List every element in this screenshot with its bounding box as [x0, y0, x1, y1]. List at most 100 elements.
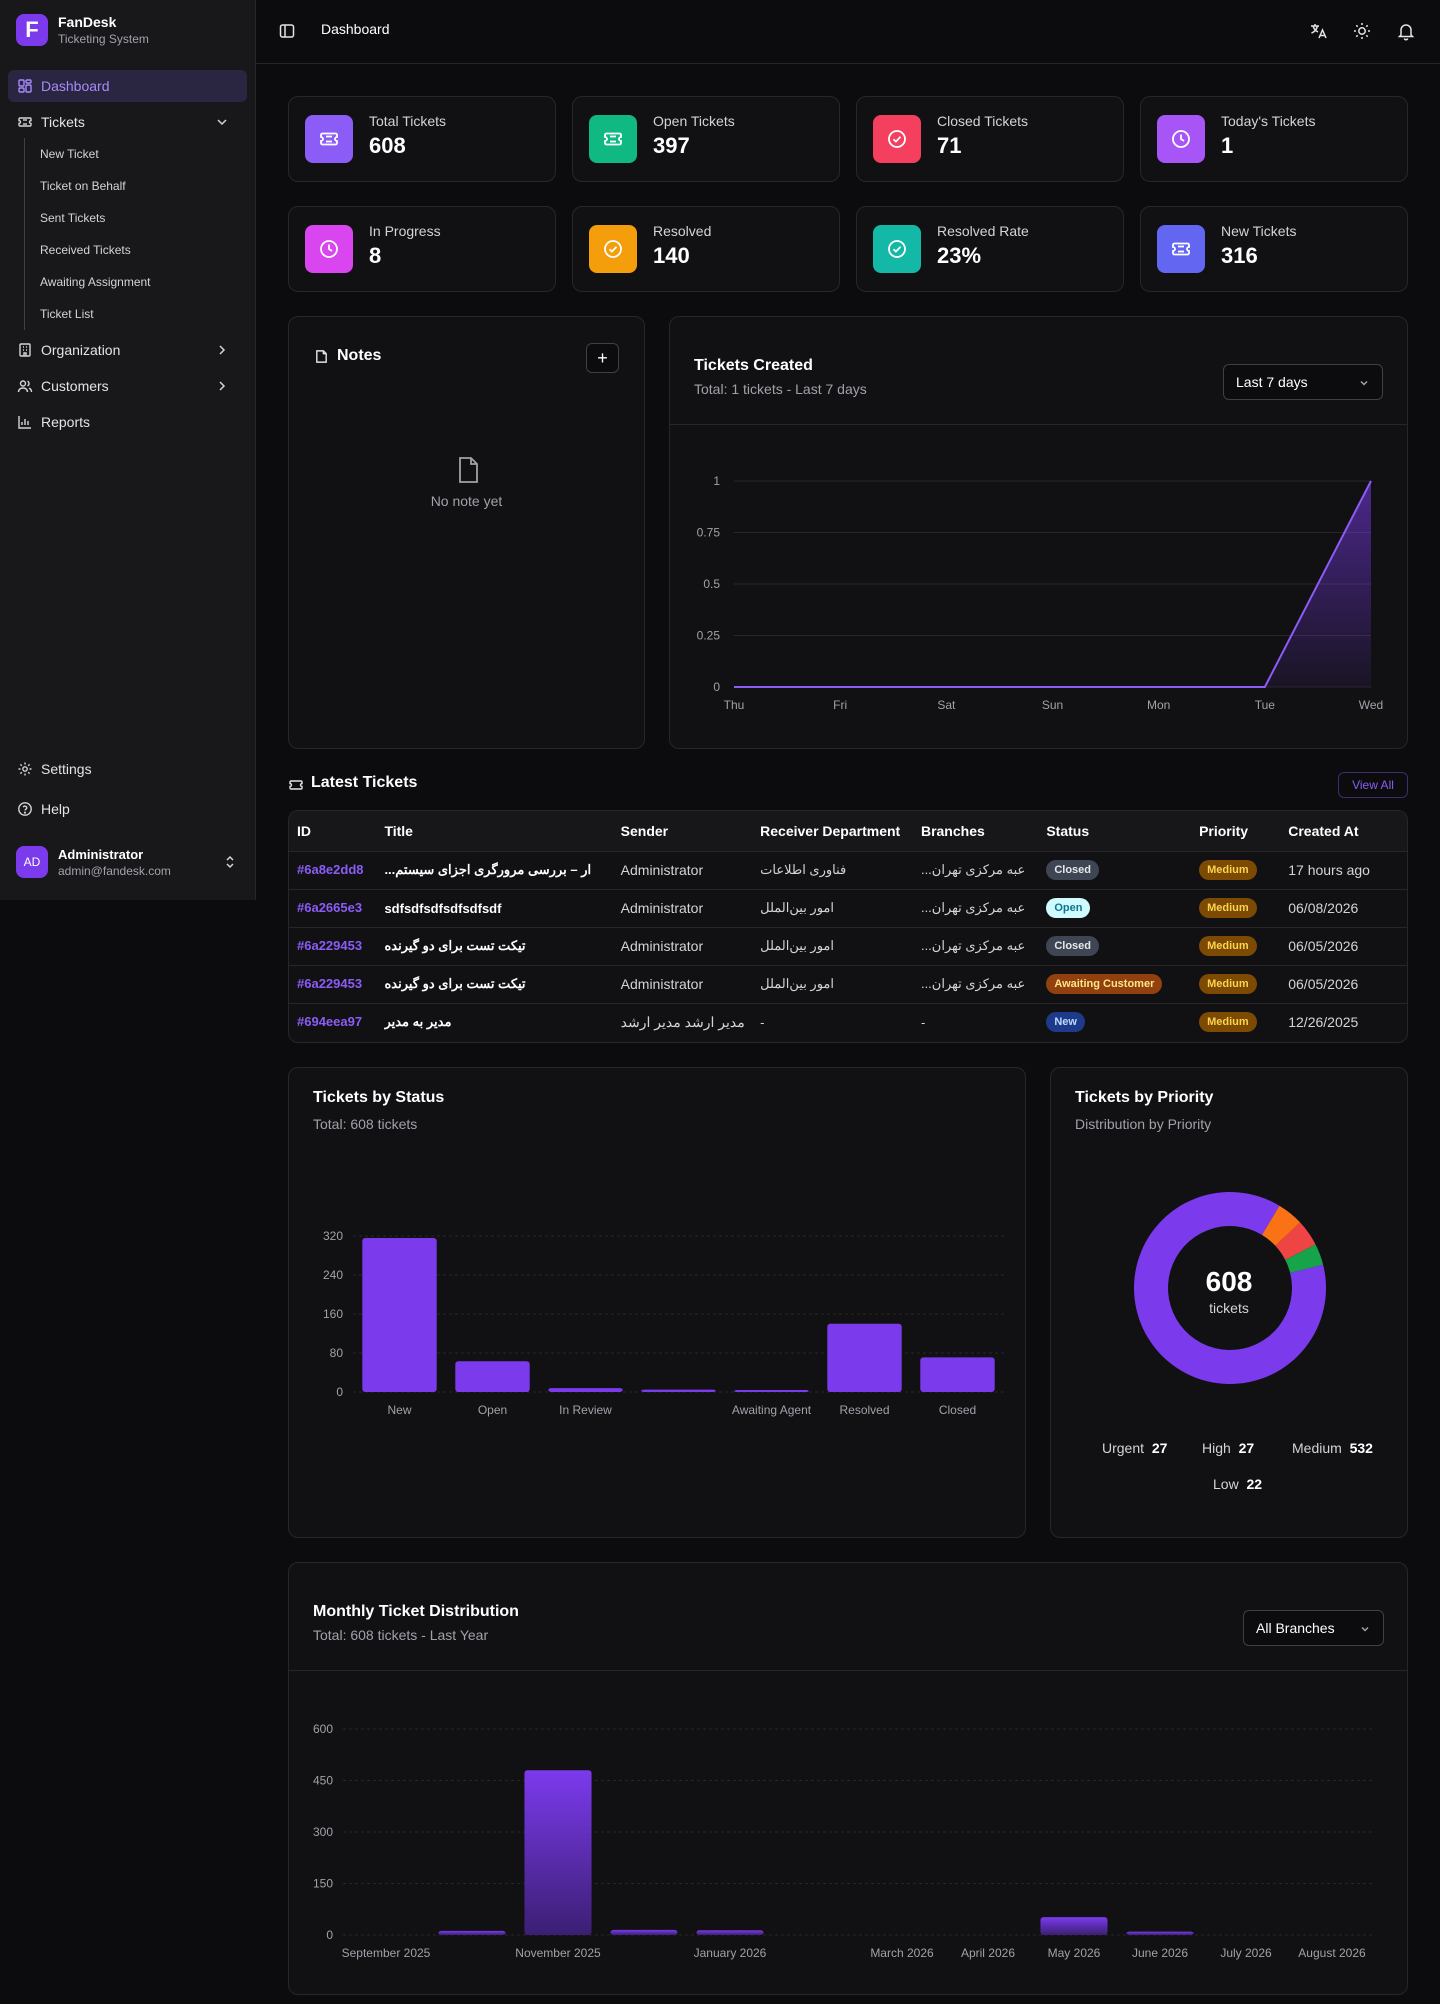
status-badge: Closed	[1046, 860, 1100, 880]
sidebar-item-help[interactable]: Help	[8, 793, 247, 825]
column-header[interactable]: ID	[297, 822, 311, 839]
ticket-sender: Administrator	[620, 976, 704, 992]
pie-slice-medium[interactable]	[1134, 1192, 1326, 1384]
ticket-title: sdfsdfsdfsdfsdfsdf	[384, 900, 502, 916]
bar[interactable]	[362, 1237, 437, 1392]
stat-value: 1	[1221, 133, 1234, 158]
bar[interactable]	[641, 1389, 716, 1392]
x-tick-label: Sat	[937, 698, 956, 712]
bell-icon[interactable]	[1396, 21, 1416, 41]
bar[interactable]	[734, 1390, 809, 1392]
stat-value: 8	[369, 243, 382, 268]
sidebar-item-organization[interactable]: Organization	[8, 334, 247, 366]
table-row[interactable]: #6a229453 تیکت تست برای دو گیرنده Administ…	[289, 965, 1407, 1003]
x-tick-label: June 2026	[1132, 1946, 1188, 1960]
ticket-id-link[interactable]: #6a229453	[297, 976, 363, 991]
brand[interactable]: F FanDesk Ticketing System	[16, 14, 149, 46]
ticket-branch: ...عبه مرکزی تهران	[920, 900, 1026, 915]
user-name: Administrator	[58, 846, 144, 862]
status-title: Tickets by Status	[313, 1089, 445, 1106]
view-all-button[interactable]: View All	[1338, 772, 1408, 798]
sidebar-item-dashboard[interactable]: Dashboard	[8, 70, 247, 102]
sidebar-subitem-awaiting-assignment[interactable]: Awaiting Assignment	[40, 275, 151, 289]
x-tick-label: January 2026	[694, 1946, 767, 1960]
theme-toggle-icon[interactable]	[1352, 21, 1372, 41]
sidebar-item-customers[interactable]: Customers	[8, 370, 247, 402]
check-circle-icon	[888, 130, 906, 148]
chevron-right-icon	[219, 381, 226, 391]
bar[interactable]	[548, 1388, 623, 1392]
column-header[interactable]: Sender	[620, 822, 669, 839]
x-tick-label: March 2026	[870, 1946, 934, 1960]
y-tick-label: 600	[313, 1722, 333, 1736]
x-tick-label: August 2026	[1298, 1946, 1366, 1960]
ticket-icon	[289, 780, 303, 790]
area-fill	[734, 481, 1371, 687]
x-tick-label: July 2026	[1220, 1946, 1272, 1960]
column-header[interactable]: Receiver Department	[760, 822, 901, 839]
ticket-title: تیکت تست برای دو گیرنده	[384, 938, 526, 953]
bar[interactable]	[827, 1323, 902, 1392]
column-header[interactable]: Title	[384, 822, 413, 839]
status-badge: Closed	[1046, 936, 1100, 956]
sidebar-subitem-sent-tickets[interactable]: Sent Tickets	[40, 211, 106, 225]
ticket-id-link[interactable]: #6a229453	[297, 938, 363, 953]
table-row[interactable]: #694eea97 مدیر به مدیر مدیر ارشد مدیر ارشد…	[289, 1003, 1407, 1041]
add-note-button[interactable]: +	[586, 343, 619, 373]
pie-slice-urgent[interactable]	[1261, 1205, 1301, 1246]
bar[interactable]	[455, 1361, 530, 1392]
stat-card-total-tickets: Total Tickets 608	[288, 96, 556, 182]
column-header[interactable]: Created At	[1288, 822, 1359, 839]
sidebar-subitem-ticket-list[interactable]: Ticket List	[40, 307, 94, 321]
legend-item-high: High 27	[1202, 1440, 1254, 1456]
sidebar-toggle-icon[interactable]	[278, 22, 296, 40]
sidebar-item-reports[interactable]: Reports	[8, 406, 247, 438]
table-row[interactable]: #6a8e2dd8 ...ار – بررسی مرورگری اجزای سیس…	[289, 851, 1407, 889]
table-row[interactable]: #6a229453 تیکت تست برای دو گیرنده Administ…	[289, 927, 1407, 965]
translate-icon[interactable]	[1308, 21, 1328, 41]
branch-filter-select[interactable]: All Branches	[1243, 1610, 1384, 1646]
chevron-right-icon	[219, 345, 226, 355]
users-icon	[17, 380, 33, 393]
sidebar-subitem-received-tickets[interactable]: Received Tickets	[40, 243, 131, 257]
column-header[interactable]: Branches	[920, 822, 985, 839]
priority-badge: Medium	[1199, 898, 1257, 918]
sidebar-item-settings[interactable]: Settings	[8, 753, 247, 785]
y-tick-label: 160	[323, 1307, 343, 1321]
bar[interactable]	[610, 1929, 678, 1935]
page-title: Dashboard	[321, 21, 390, 37]
bar[interactable]	[920, 1357, 995, 1392]
stat-icon-box	[1157, 225, 1205, 273]
notes-title: Notes	[337, 347, 382, 364]
sidebar-subitem-ticket-on-behalf[interactable]: Ticket on Behalf	[40, 179, 126, 193]
x-tick-label: Awaiting Agent	[732, 1403, 812, 1417]
table-row[interactable]: #6a2665e3 sdfsdfsdfsdfsdfsdf Administrator…	[289, 889, 1407, 927]
column-header[interactable]: Status	[1046, 822, 1090, 839]
priority-donut-chart	[1134, 1192, 1326, 1384]
legend-label: Low	[1213, 1476, 1239, 1492]
y-tick-label: 300	[313, 1825, 333, 1839]
sidebar-item-tickets[interactable]: Tickets	[8, 106, 247, 138]
ticket-id-link[interactable]: #6a8e2dd8	[297, 862, 364, 877]
monthly-distribution-panel: Monthly Ticket Distribution Total: 608 t…	[288, 1562, 1408, 1995]
ticket-id-link[interactable]: #694eea97	[297, 1014, 363, 1030]
sidebar-subitem-new-ticket[interactable]: New Ticket	[40, 147, 99, 161]
column-header[interactable]: Priority	[1199, 822, 1249, 839]
pie-slice-low[interactable]	[1285, 1244, 1324, 1273]
pie-slice-high[interactable]	[1275, 1222, 1316, 1260]
ticket-branch: ...عبه مرکزی تهران	[920, 938, 1026, 953]
bar[interactable]	[1126, 1931, 1194, 1935]
range-select[interactable]: Last 7 days	[1223, 364, 1383, 400]
y-tick-label: 80	[330, 1346, 344, 1360]
chevron-down-icon	[1361, 1626, 1369, 1632]
sidebar-item-label: Help	[41, 801, 70, 817]
ticket-id-link[interactable]: #6a2665e3	[297, 900, 363, 915]
bar[interactable]	[438, 1930, 506, 1935]
bar[interactable]	[1040, 1917, 1108, 1935]
user-menu[interactable]: AD Administrator admin@fandesk.com	[8, 838, 247, 886]
ticket-created-at: 12/26/2025	[1288, 1014, 1359, 1031]
ticket-icon	[604, 132, 622, 146]
sidebar: F FanDesk Ticketing System Dashboard Tic…	[0, 0, 256, 900]
bar[interactable]	[696, 1930, 764, 1935]
bar[interactable]	[524, 1770, 592, 1935]
